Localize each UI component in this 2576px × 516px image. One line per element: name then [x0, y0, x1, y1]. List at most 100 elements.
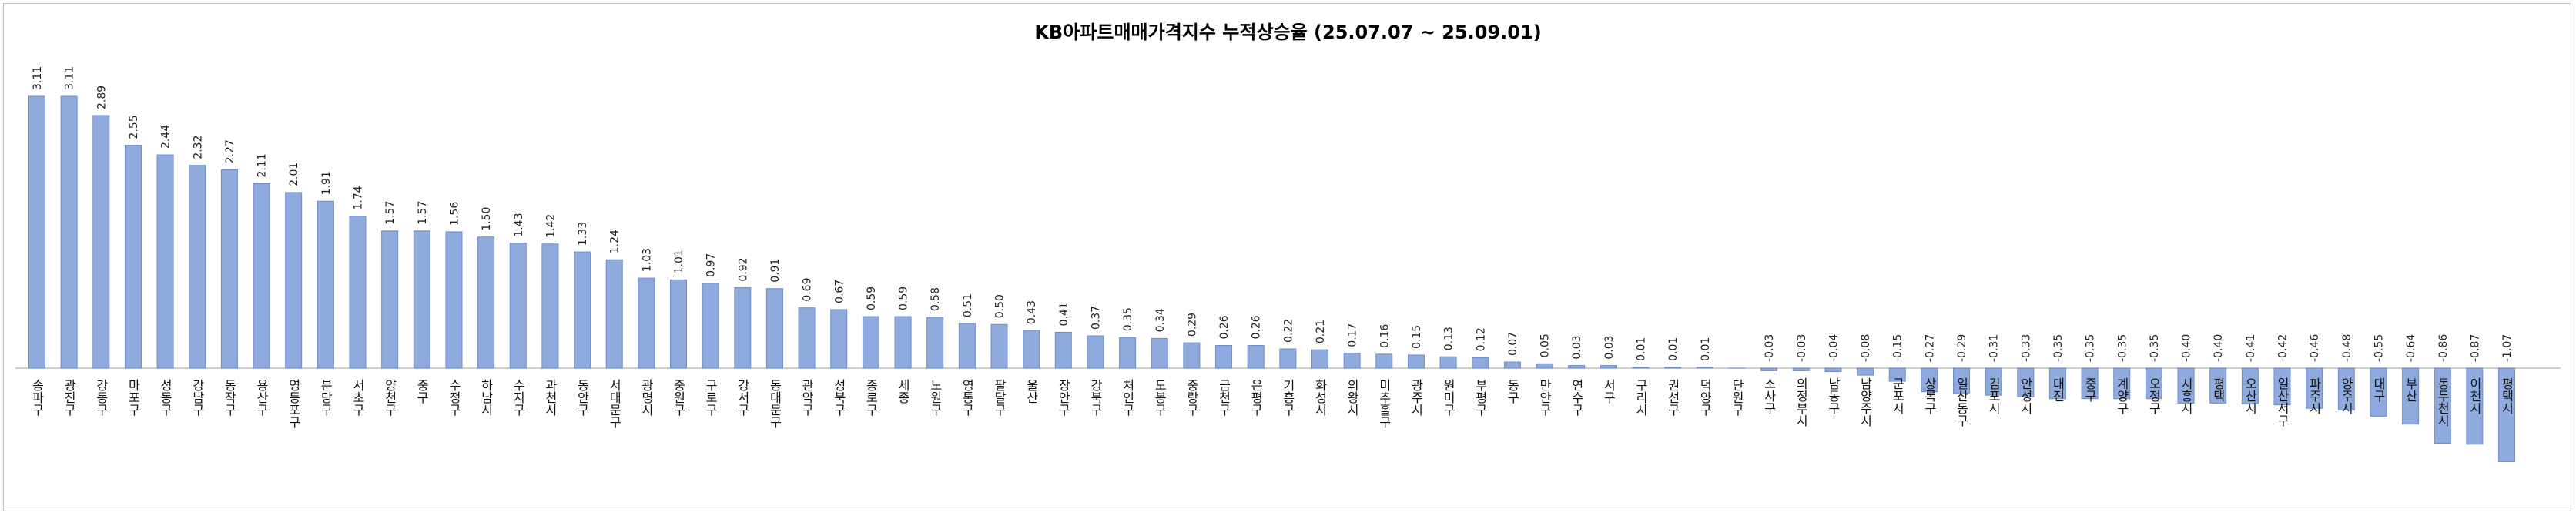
- category-label: 수지구: [511, 379, 525, 416]
- data-label: 2.89: [95, 85, 108, 109]
- category-label: 종로구: [863, 379, 878, 416]
- bar: [2017, 367, 2035, 397]
- data-label: 0.58: [930, 287, 942, 311]
- data-label: -0.15: [1892, 334, 1904, 362]
- data-label: 0.26: [1218, 315, 1231, 339]
- bar: [1472, 357, 1489, 369]
- bar: [1760, 367, 1778, 371]
- category-label: 광주시: [1409, 379, 1423, 416]
- data-label: 0.03: [1603, 335, 1616, 359]
- category-label: 관악구: [799, 379, 814, 416]
- bar: [670, 279, 687, 369]
- category-label: 안성시: [2018, 377, 2033, 414]
- category-label: 영등포구: [286, 379, 301, 428]
- bar: [1215, 344, 1233, 369]
- bar: [1054, 331, 1072, 369]
- bar: [2370, 367, 2387, 417]
- bar: [702, 283, 719, 369]
- data-label: 0.22: [1282, 319, 1295, 343]
- data-label: 0.34: [1154, 308, 1167, 332]
- bar: [1600, 365, 1617, 369]
- category-label: 하남시: [479, 379, 494, 416]
- data-label: 1.43: [513, 213, 525, 237]
- category-label: 의왕시: [1345, 379, 1359, 416]
- data-label: 0.05: [1539, 333, 1552, 357]
- data-label: -1.07: [2501, 334, 2514, 362]
- data-label: 0.01: [1700, 337, 1712, 361]
- bar: [2145, 367, 2162, 400]
- bar: [285, 192, 303, 369]
- bar: [2177, 367, 2195, 404]
- bar: [1119, 337, 1137, 369]
- bar: [381, 230, 399, 369]
- bar: [413, 230, 430, 369]
- category-label: 강북구: [1088, 379, 1103, 416]
- bar: [830, 309, 848, 369]
- bar: [220, 169, 238, 369]
- category-label: 송파구: [30, 379, 45, 416]
- category-label: 강서구: [735, 379, 750, 416]
- bar: [1375, 353, 1393, 369]
- category-label: 일산동구: [1955, 377, 1969, 427]
- bar: [541, 243, 559, 369]
- category-label: 남양주시: [1858, 377, 1873, 427]
- bar: [92, 115, 110, 369]
- bar: [1696, 367, 1713, 369]
- bar: [2241, 367, 2259, 405]
- data-label: -0.40: [2181, 334, 2193, 362]
- category-label: 서초구: [350, 379, 365, 416]
- category-label: 대구: [2371, 377, 2386, 402]
- category-label: 기흥구: [1281, 379, 1295, 416]
- bar: [1439, 356, 1457, 369]
- bar: [2466, 367, 2484, 445]
- category-label: 수정구: [447, 379, 461, 416]
- category-label: 구리시: [1633, 379, 1648, 416]
- category-label: 소사구: [1762, 377, 1777, 414]
- category-label: 은평구: [1248, 379, 1263, 416]
- bar: [2209, 367, 2227, 404]
- data-label: 1.57: [417, 201, 429, 225]
- category-label: 서대문구: [607, 379, 621, 428]
- data-label: 0.41: [1058, 302, 1070, 326]
- bar: [1792, 367, 1810, 371]
- bar: [2402, 367, 2420, 425]
- category-label: 덕양구: [1697, 379, 1712, 416]
- category-label: 분당구: [318, 379, 333, 416]
- data-label: -0.55: [2373, 334, 2385, 362]
- category-label: 영통구: [960, 379, 974, 416]
- data-label: -0.40: [2213, 334, 2225, 362]
- category-label: 오산시: [2243, 377, 2257, 414]
- bar: [2337, 367, 2355, 410]
- data-label: 1.03: [641, 248, 653, 272]
- data-label: 0.92: [737, 257, 749, 281]
- bar: [1087, 335, 1104, 369]
- bar: [60, 95, 78, 369]
- data-label: 0.43: [1026, 300, 1038, 324]
- data-label: 1.33: [577, 222, 589, 246]
- category-label: 세종: [896, 379, 910, 404]
- data-label: 1.57: [384, 201, 397, 225]
- data-label: 0.69: [802, 278, 814, 302]
- bar: [734, 287, 752, 369]
- bar: [1343, 353, 1361, 369]
- bar: [1311, 349, 1328, 369]
- bar: [1023, 330, 1040, 369]
- category-label: 양천구: [383, 379, 397, 416]
- category-label: 과천시: [543, 379, 558, 416]
- category-label: 동구: [1505, 379, 1519, 404]
- data-label: 0.51: [962, 293, 974, 317]
- data-label: 0.01: [1636, 337, 1648, 361]
- bar: [445, 231, 463, 369]
- category-label: 만안구: [1537, 379, 1552, 416]
- bar: [1503, 361, 1521, 369]
- category-label: 성동구: [158, 379, 173, 416]
- bar: [958, 323, 976, 369]
- data-label: 2.55: [128, 115, 140, 139]
- category-label: 팔달구: [992, 379, 1007, 416]
- category-label: 광진구: [62, 379, 76, 416]
- bar: [1985, 367, 2002, 396]
- data-label: 2.27: [224, 139, 236, 163]
- bar: [124, 145, 142, 369]
- category-label: 부평구: [1473, 379, 1488, 416]
- category-label: 동대문구: [767, 379, 782, 428]
